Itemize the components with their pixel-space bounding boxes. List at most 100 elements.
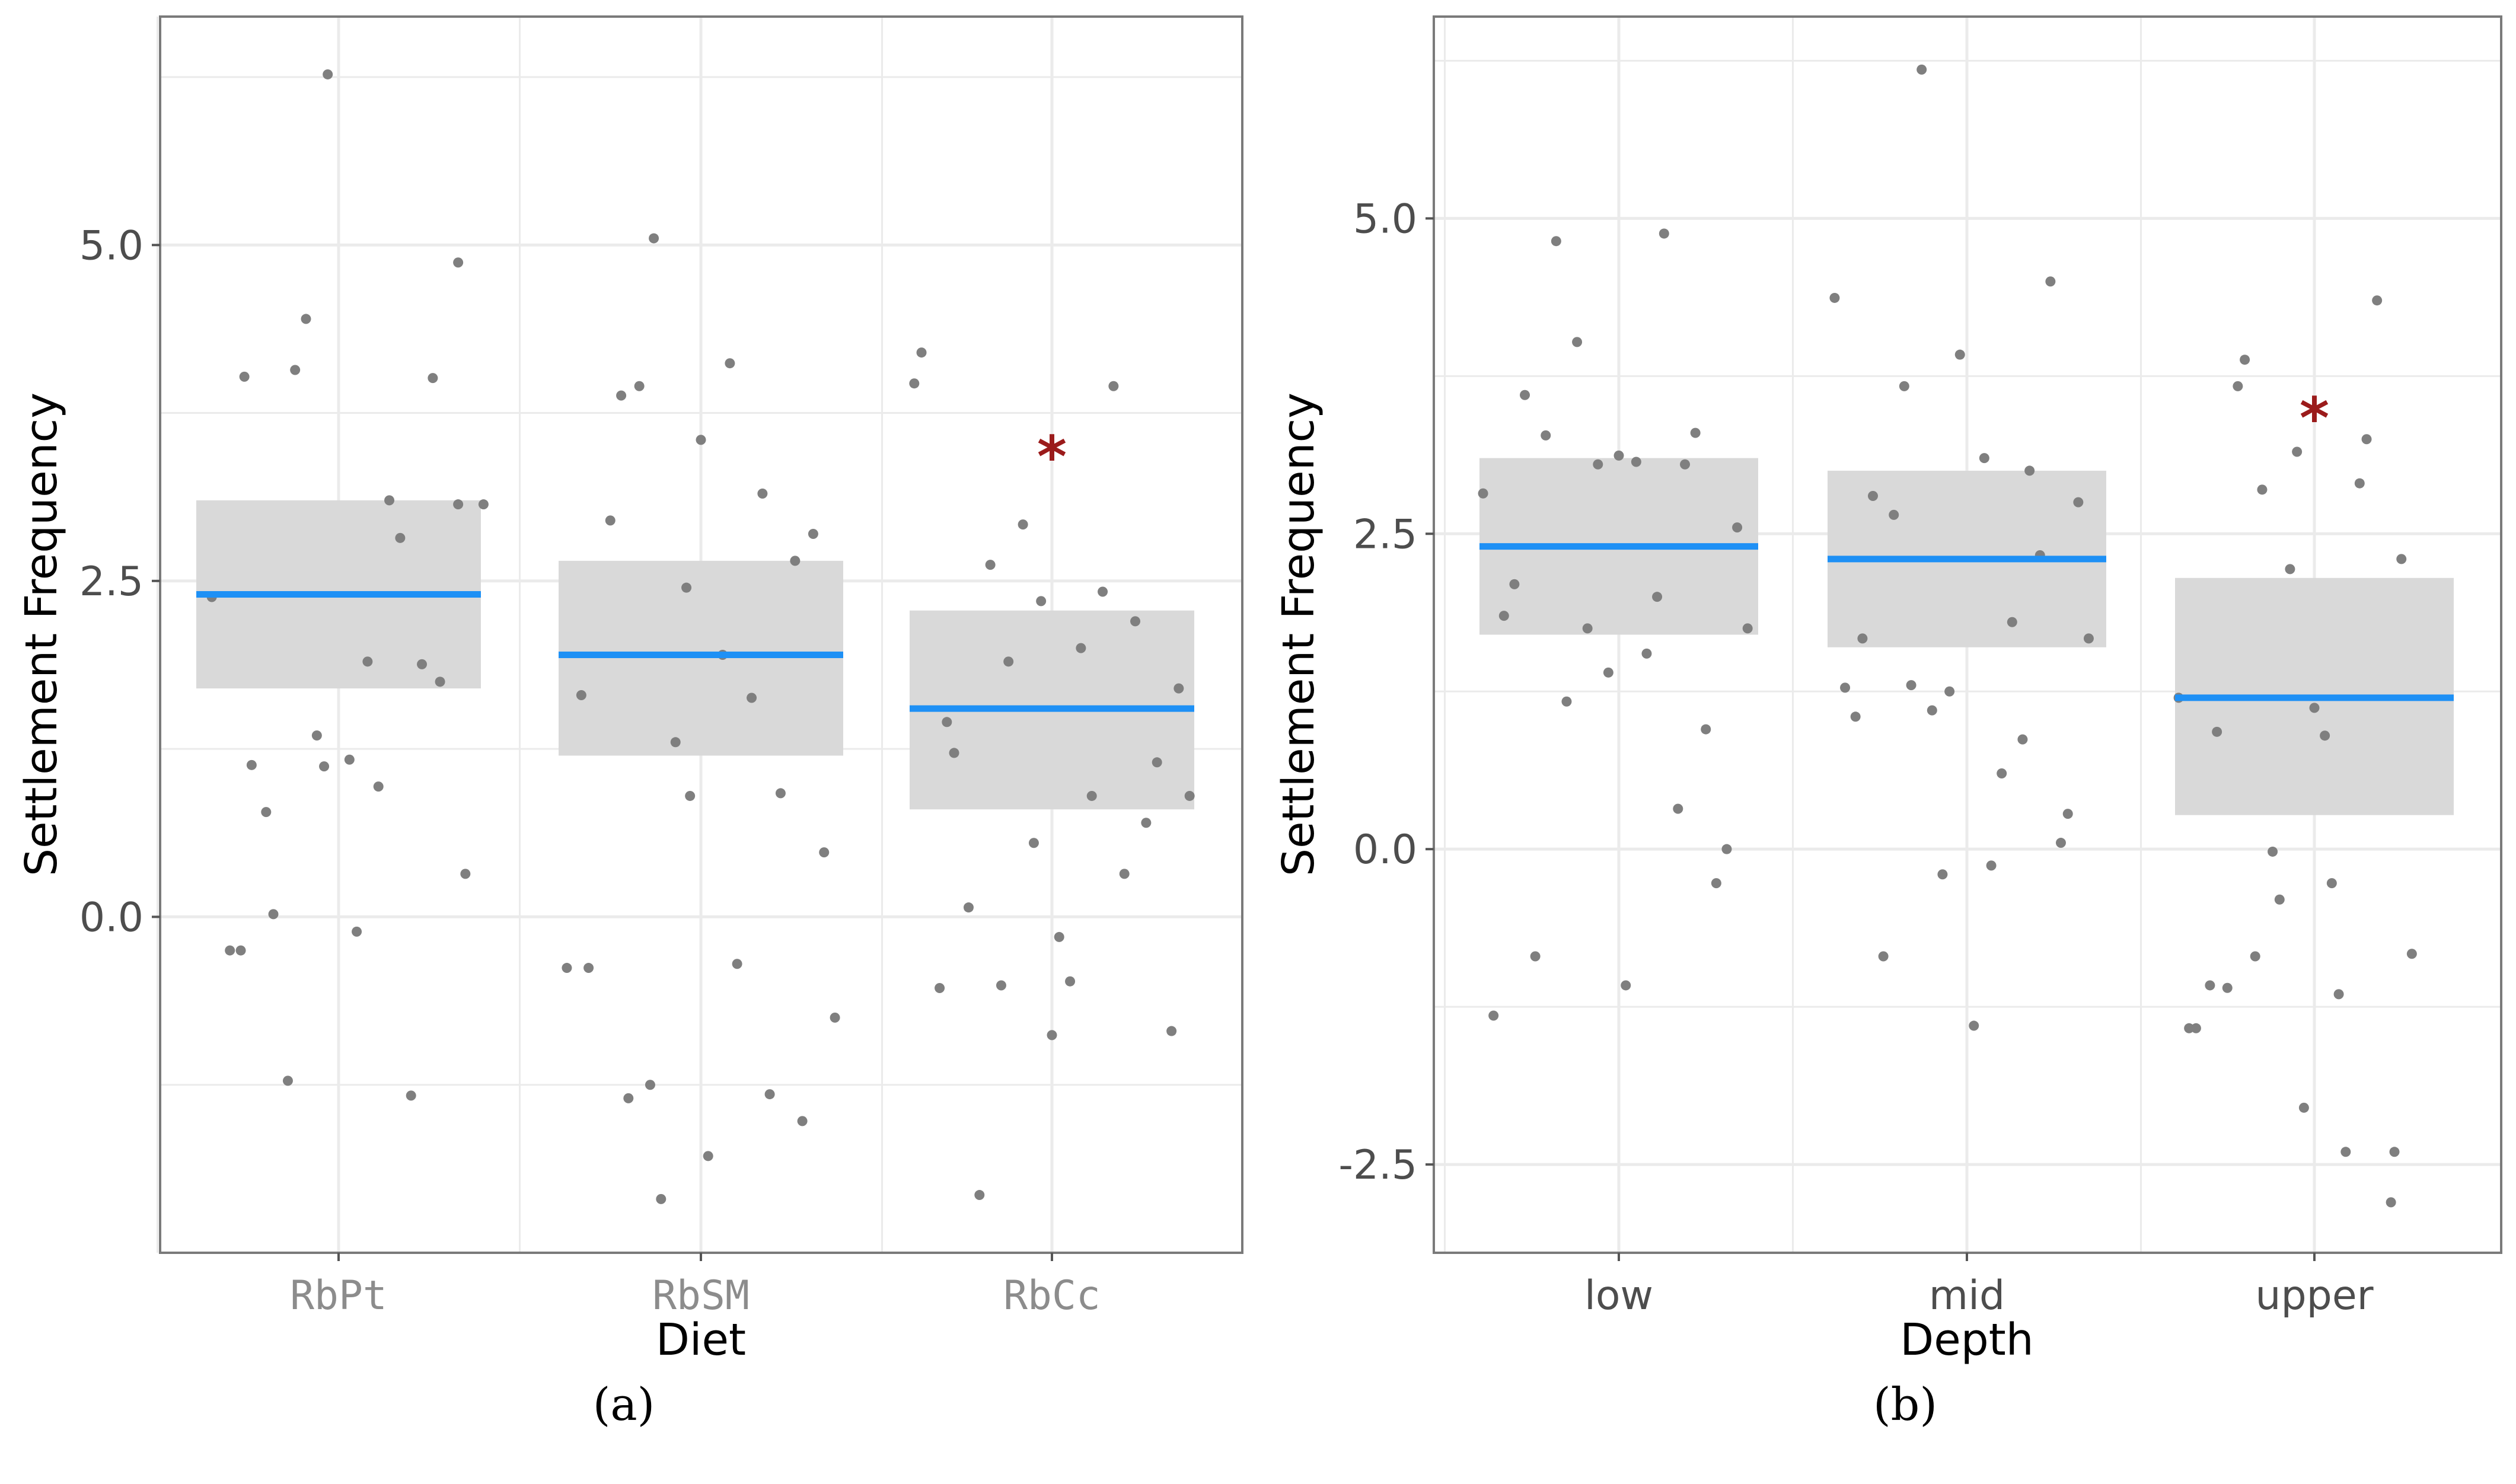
- data-point: [1593, 459, 1603, 470]
- panel-tag-a: (a): [593, 1378, 655, 1431]
- ci-band: [559, 560, 843, 756]
- data-point: [790, 556, 801, 566]
- data-point: [352, 926, 362, 937]
- data-point: [1047, 1030, 1057, 1041]
- data-point: [616, 390, 627, 401]
- data-point: [2285, 564, 2295, 575]
- data-point: [1076, 643, 1086, 653]
- mean-lines-b: [1479, 543, 2454, 701]
- data-point: [1152, 757, 1162, 768]
- data-point: [1889, 509, 1899, 520]
- x-tick-label: RbPt: [290, 1272, 387, 1319]
- data-point: [1721, 844, 1732, 854]
- data-point: [2389, 1147, 2400, 1157]
- data-point: [1572, 337, 1583, 347]
- data-point: [1954, 349, 1965, 360]
- data-point: [290, 365, 301, 375]
- x-tick-label: low: [1584, 1272, 1653, 1319]
- data-point: [808, 529, 818, 540]
- data-point: [1119, 869, 1130, 879]
- data-point: [1711, 878, 1721, 889]
- data-point: [235, 945, 246, 956]
- x-tick-label: upper: [2255, 1272, 2373, 1319]
- data-point: [323, 69, 333, 79]
- data-point: [2361, 434, 2372, 445]
- data-point: [681, 582, 692, 593]
- data-point: [1829, 292, 1840, 303]
- data-point: [2340, 1147, 2351, 1157]
- data-point: [2309, 703, 2320, 713]
- data-point: [1621, 980, 1631, 991]
- data-point: [583, 963, 594, 974]
- data-point: [1530, 951, 1541, 962]
- data-point: [1603, 667, 1613, 678]
- data-point: [1732, 522, 1743, 533]
- y-tick-label: 5.0: [1353, 196, 1417, 242]
- data-point: [819, 847, 830, 858]
- panel-b: -2.5 0.0 2.5 5.0 low mid upper * Depth Settle…: [1273, 15, 2502, 1431]
- data-point: [2045, 276, 2056, 287]
- data-point: [478, 499, 489, 510]
- y-axis-title-a: Settlement Frequency: [16, 392, 67, 876]
- data-point: [428, 373, 438, 384]
- data-point: [1018, 519, 1028, 530]
- data-point: [2326, 878, 2337, 889]
- x-tick-label: RbSM: [652, 1272, 750, 1319]
- data-point: [775, 788, 786, 799]
- y-tick-label: 2.5: [79, 559, 144, 605]
- data-point: [656, 1193, 667, 1204]
- data-point: [1690, 427, 1701, 438]
- panel-a: 0.0 2.5 5.0 RbPt RbSM RbCc * Diet Settlement…: [16, 15, 1243, 1431]
- data-point: [2007, 617, 2017, 627]
- data-point: [1997, 768, 2007, 779]
- data-point: [2205, 980, 2215, 991]
- data-point: [246, 759, 257, 770]
- data-point: [1613, 450, 1624, 461]
- data-point: [1659, 228, 1669, 239]
- x-ticks-a: RbPt RbSM RbCc: [290, 1253, 1101, 1319]
- data-point: [764, 1089, 775, 1100]
- data-point: [1478, 488, 1488, 499]
- data-point: [1673, 803, 1683, 814]
- data-point: [685, 790, 696, 801]
- data-point: [1561, 696, 1572, 707]
- data-point: [1899, 381, 1909, 391]
- data-point: [1541, 430, 1551, 441]
- data-point: [2354, 478, 2365, 489]
- x-tick-label: mid: [1929, 1272, 2005, 1319]
- data-point: [2062, 809, 2073, 819]
- data-point: [985, 560, 996, 570]
- data-point: [1969, 1020, 1979, 1031]
- data-point: [406, 1090, 416, 1101]
- data-point: [2257, 484, 2268, 495]
- significance-marker-b: *: [2300, 385, 2329, 452]
- x-tick-label: RbCc: [1003, 1272, 1101, 1319]
- data-point: [725, 358, 735, 369]
- data-point: [1166, 1026, 1177, 1036]
- data-point: [963, 902, 974, 913]
- data-point: [634, 381, 645, 391]
- data-point: [319, 761, 330, 772]
- data-point: [301, 314, 311, 324]
- x-axis-title-b: Depth: [1900, 1314, 2033, 1365]
- data-point: [2386, 1197, 2396, 1208]
- data-point: [935, 983, 945, 994]
- y-tick-label: -2.5: [1338, 1142, 1417, 1189]
- x-ticks-b: low mid upper: [1584, 1253, 2374, 1319]
- data-point: [1520, 390, 1530, 400]
- data-point: [623, 1093, 634, 1103]
- data-point: [2024, 465, 2035, 476]
- data-point: [1174, 683, 1184, 694]
- y-tick-label: 0.0: [1353, 826, 1417, 873]
- data-point: [1098, 586, 1108, 597]
- data-point: [916, 347, 927, 358]
- data-point: [1036, 596, 1047, 607]
- data-point: [562, 963, 572, 974]
- data-point: [1631, 457, 1641, 467]
- data-point: [1878, 951, 1889, 962]
- data-point: [2184, 1023, 2195, 1033]
- data-point: [974, 1190, 985, 1201]
- data-point: [1906, 680, 1917, 691]
- data-points-a: [206, 69, 1195, 1204]
- data-point: [261, 807, 272, 818]
